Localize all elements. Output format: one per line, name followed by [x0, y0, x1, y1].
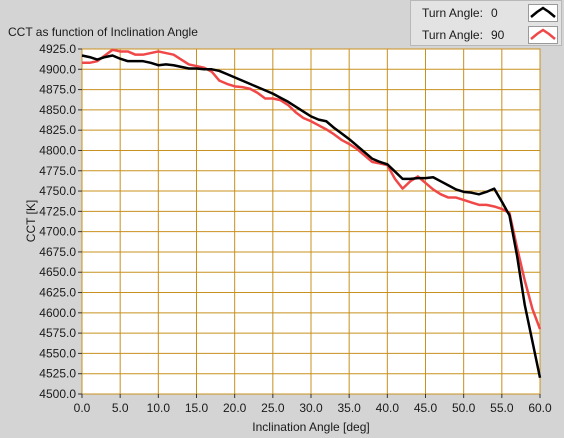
- y-tick-label: 4875.0: [39, 83, 76, 97]
- legend-label: Turn Angle:: [422, 6, 483, 20]
- series-line-turn-90: [82, 48, 542, 330]
- y-tick-label: 4675.0: [39, 245, 76, 259]
- y-tick-label: 4525.0: [39, 367, 76, 381]
- legend[interactable]: Turn Angle: 0 Turn Angle: 90: [410, 0, 562, 46]
- x-axis: 0.0 5.0 10.0 15.0 20.0 25.0 30.0 35.0 40.0 45.0 50…: [74, 394, 552, 415]
- x-tick-label: 10.0: [147, 401, 171, 415]
- y-tick-label: 4650.0: [39, 265, 76, 279]
- legend-swatch-red-line-icon[interactable]: [528, 26, 558, 44]
- y-tick-label: 4550.0: [39, 346, 76, 360]
- y-tick-label: 4850.0: [39, 103, 76, 117]
- y-tick-label: 4925.0: [39, 42, 76, 56]
- x-tick-label: 20.0: [223, 401, 247, 415]
- x-axis-label: Inclination Angle [deg]: [252, 420, 369, 434]
- y-tick-label: 4500.0: [39, 387, 76, 401]
- legend-entry-turn-90[interactable]: Turn Angle: 90: [411, 24, 561, 46]
- x-tick-label: 5.0: [112, 401, 129, 415]
- x-tick-label: 55.0: [490, 401, 514, 415]
- x-tick-label: 0.0: [74, 401, 91, 415]
- y-tick-label: 4825.0: [39, 123, 76, 137]
- x-tick-label: 40.0: [376, 401, 400, 415]
- x-tick-label: 45.0: [414, 401, 438, 415]
- y-tick-label: 4575.0: [39, 326, 76, 340]
- chart-title: CCT as function of Inclination Angle: [8, 25, 198, 39]
- x-tick-label: 60.0: [528, 401, 552, 415]
- grid: [81, 48, 541, 395]
- legend-swatch-black-line-icon[interactable]: [528, 4, 558, 22]
- legend-entry-turn-0[interactable]: Turn Angle: 0: [411, 2, 561, 24]
- x-tick-label: 25.0: [261, 401, 285, 415]
- x-tick-label: 30.0: [299, 401, 323, 415]
- series-line-turn-0: [81, 54, 542, 379]
- y-tick-label: 4625.0: [39, 286, 76, 300]
- y-tick-label: 4800.0: [39, 143, 76, 157]
- x-tick-label: 15.0: [185, 401, 209, 415]
- y-tick-label: 4775.0: [39, 164, 76, 178]
- legend-series-name: 90: [491, 28, 505, 42]
- series-lines: [81, 48, 542, 379]
- y-axis: 4500.0 4525.0 4550.0 4575.0 4600.0 4625.0 4650…: [39, 42, 82, 401]
- legend-label: Turn Angle:: [422, 28, 483, 42]
- y-tick-label: 4900.0: [39, 62, 76, 76]
- x-tick-label: 50.0: [452, 401, 476, 415]
- legend-series-name: 0: [491, 6, 498, 20]
- y-axis-label: CCT [K]: [24, 200, 38, 242]
- y-tick-label: 4600.0: [39, 306, 76, 320]
- x-tick-label: 35.0: [337, 401, 361, 415]
- y-tick-label: 4725.0: [39, 204, 76, 218]
- y-tick-label: 4750.0: [39, 184, 76, 198]
- y-tick-label: 4700.0: [39, 225, 76, 239]
